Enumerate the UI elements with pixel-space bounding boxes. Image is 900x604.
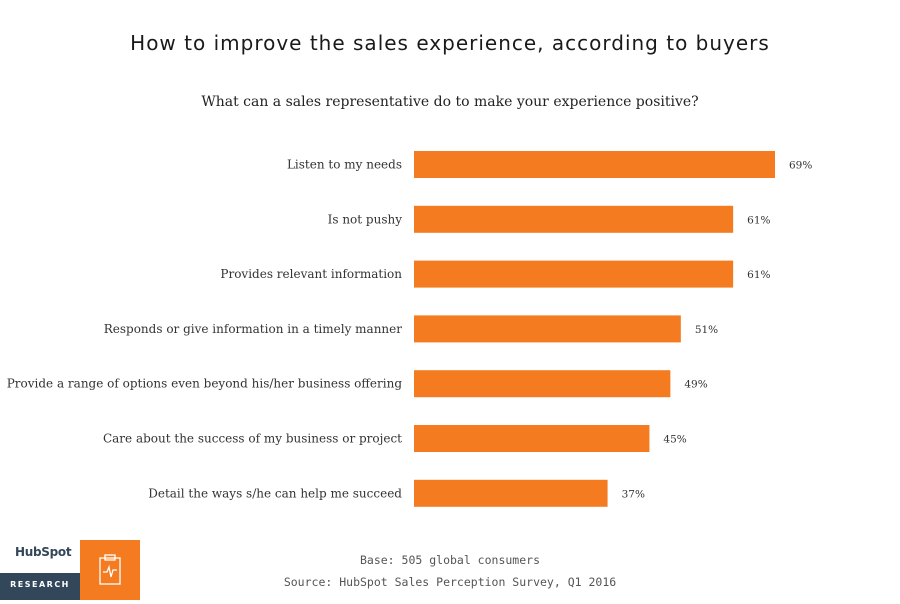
logo-wordmark: HubSpot	[15, 545, 72, 559]
base-note: Base: 505 global consumers	[359, 553, 540, 567]
bar	[414, 425, 650, 452]
value-label: 69%	[789, 160, 812, 172]
source-note: Source: HubSpot Sales Perception Survey,…	[283, 575, 617, 589]
bar	[414, 370, 671, 398]
chart-title: How to improve the sales experience, acc…	[130, 31, 770, 55]
research-label: RESEARCH	[10, 580, 70, 589]
bar	[414, 315, 681, 343]
bar	[414, 205, 734, 233]
category-label: Listen to my needs	[287, 158, 402, 172]
value-label: 45%	[663, 434, 686, 446]
hubspot-logo: HubSpot RESEARCH	[0, 540, 80, 600]
category-label: Responds or give information in a timely…	[104, 322, 403, 336]
bar-chart: Listen to my needs 69% Is not pushy 61% Prov…	[7, 151, 812, 507]
chart-subtitle: What can a sales representative do to ma…	[201, 94, 699, 110]
category-label: Care about the success of my business or…	[103, 432, 402, 446]
category-label: Provides relevant information	[220, 267, 402, 281]
research-banner: RESEARCH	[0, 573, 80, 600]
value-label: 51%	[695, 324, 718, 336]
clipboard-pulse-icon	[99, 554, 121, 585]
value-label: 61%	[747, 214, 770, 226]
bar	[414, 151, 775, 178]
value-label: 49%	[684, 379, 707, 391]
bar	[414, 260, 734, 288]
value-label: 61%	[747, 269, 770, 281]
research-icon-tile	[80, 540, 140, 600]
bar	[414, 479, 608, 507]
category-label: Is not pushy	[328, 212, 403, 226]
value-label: 37%	[622, 488, 645, 500]
category-label: Detail the ways s/he can help me succeed	[148, 486, 402, 500]
category-label: Provide a range of options even beyond h…	[7, 377, 403, 391]
